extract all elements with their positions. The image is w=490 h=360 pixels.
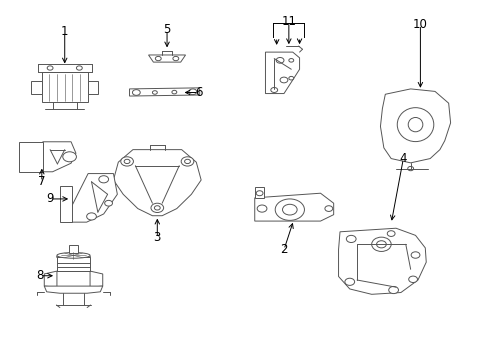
Text: 11: 11 <box>281 14 296 27</box>
Bar <box>57 257 90 271</box>
Ellipse shape <box>283 204 297 215</box>
Ellipse shape <box>275 199 304 220</box>
Circle shape <box>257 205 267 212</box>
Circle shape <box>389 287 398 294</box>
Circle shape <box>325 206 333 211</box>
Polygon shape <box>339 228 426 294</box>
Circle shape <box>154 206 160 210</box>
Circle shape <box>376 241 386 248</box>
Text: 8: 8 <box>37 269 44 282</box>
Circle shape <box>181 157 194 166</box>
Circle shape <box>155 57 161 61</box>
Circle shape <box>105 201 113 206</box>
Polygon shape <box>129 88 200 96</box>
Circle shape <box>372 237 391 251</box>
Ellipse shape <box>57 253 90 260</box>
Bar <box>42 72 88 102</box>
Polygon shape <box>255 193 334 221</box>
Text: 3: 3 <box>153 231 161 244</box>
Circle shape <box>172 90 177 94</box>
Circle shape <box>151 203 164 212</box>
Circle shape <box>152 91 157 94</box>
Polygon shape <box>148 55 186 62</box>
Circle shape <box>256 191 263 196</box>
Bar <box>20 142 43 172</box>
Circle shape <box>271 87 278 93</box>
Ellipse shape <box>397 108 434 141</box>
Circle shape <box>280 77 288 83</box>
Circle shape <box>409 276 417 283</box>
Polygon shape <box>90 271 103 287</box>
Circle shape <box>87 213 97 220</box>
Circle shape <box>173 57 179 61</box>
Circle shape <box>99 176 109 183</box>
Circle shape <box>346 235 356 243</box>
Circle shape <box>411 252 420 258</box>
Ellipse shape <box>408 117 423 132</box>
Polygon shape <box>44 286 103 293</box>
Text: 10: 10 <box>413 18 428 31</box>
Circle shape <box>124 159 130 163</box>
Polygon shape <box>43 142 76 172</box>
Text: 7: 7 <box>38 175 46 188</box>
Text: 6: 6 <box>195 86 202 99</box>
Bar <box>60 186 72 222</box>
Circle shape <box>276 58 284 63</box>
Circle shape <box>63 152 76 162</box>
Circle shape <box>185 159 191 163</box>
Circle shape <box>289 59 294 62</box>
Polygon shape <box>380 89 451 163</box>
Circle shape <box>408 166 414 171</box>
Circle shape <box>76 66 82 70</box>
Bar <box>31 81 42 94</box>
Text: 4: 4 <box>400 152 407 165</box>
Text: 1: 1 <box>61 25 69 38</box>
Ellipse shape <box>57 252 90 258</box>
Bar <box>88 81 98 94</box>
Bar <box>255 187 265 198</box>
Ellipse shape <box>57 253 90 260</box>
Circle shape <box>47 66 53 70</box>
Bar <box>69 246 78 252</box>
Text: 9: 9 <box>47 193 54 206</box>
Polygon shape <box>114 150 201 216</box>
Circle shape <box>121 157 133 166</box>
Circle shape <box>189 89 197 95</box>
Circle shape <box>132 90 140 95</box>
Polygon shape <box>266 52 299 94</box>
Polygon shape <box>70 174 117 222</box>
Circle shape <box>289 76 294 80</box>
Text: 5: 5 <box>163 23 171 36</box>
Text: 2: 2 <box>280 243 288 256</box>
Polygon shape <box>44 271 57 287</box>
Circle shape <box>345 278 355 285</box>
Circle shape <box>387 231 395 237</box>
